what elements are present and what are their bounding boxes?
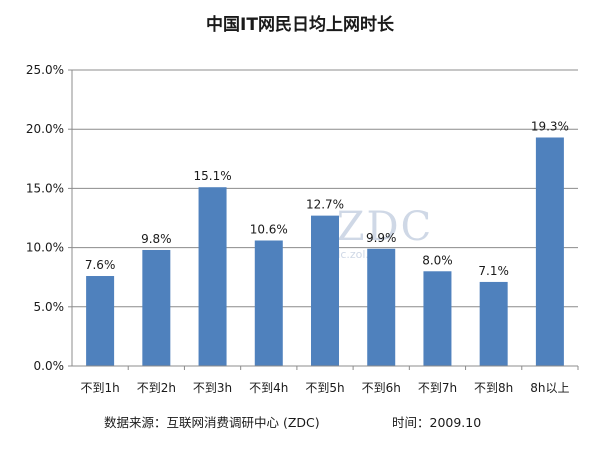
data-label: 8.0% [422,253,453,267]
data-label: 12.7% [306,198,344,212]
data-label: 10.6% [250,222,288,236]
y-axis-ticks: 0.0% 5.0% 10.0% 15.0% 20.0% 25.0% [26,63,72,373]
bar [423,271,452,366]
x-tick-label: 不到7h [418,381,457,395]
x-tick-label: 8h以上 [530,381,569,395]
x-axis-ticks: 不到1h 不到2h 不到3h 不到4h 不到5h 不到6h 不到7h 不到8h 8h以上 [80,366,579,395]
x-tick-label: 不到4h [249,381,288,395]
bar [86,276,115,366]
time-stamp: 时间：2009.10 [392,415,482,430]
data-label: 7.1% [478,264,509,278]
data-label: 7.6% [85,258,116,272]
bar [535,137,564,366]
data-labels: 7.6% 9.8% 15.1% 10.6% 12.7% 9.9% 8.0% 7.1% 19.3% [85,119,569,277]
chart-title: 中国IT网民日均上网时长 [206,15,394,35]
bar [311,215,339,366]
bar [198,187,227,366]
y-tick-label: 0.0% [34,359,65,373]
data-source: 数据来源：互联网消费调研中心 (ZDC) [104,415,320,430]
x-tick-label: 不到3h [193,381,232,395]
data-label: 9.8% [141,232,172,246]
y-tick-label: 10.0% [26,241,64,255]
y-tick-label: 20.0% [26,122,64,136]
y-tick-label: 15.0% [26,181,64,195]
data-label: 9.9% [366,231,397,245]
bar [142,249,171,366]
bars [86,137,564,366]
x-tick-label: 不到8h [474,381,513,395]
y-tick-label: 5.0% [34,300,65,314]
bar [367,248,396,366]
bar [479,281,508,366]
x-tick-label: 不到6h [362,381,401,395]
watermark-logo: ZDC [337,204,433,250]
x-tick-label: 不到5h [305,381,344,395]
y-tick-label: 25.0% [26,63,64,77]
data-label: 19.3% [531,119,569,133]
bar [254,240,283,366]
data-label: 15.1% [193,169,231,183]
x-tick-label: 不到1h [80,381,119,395]
x-tick-label: 不到2h [137,381,176,395]
